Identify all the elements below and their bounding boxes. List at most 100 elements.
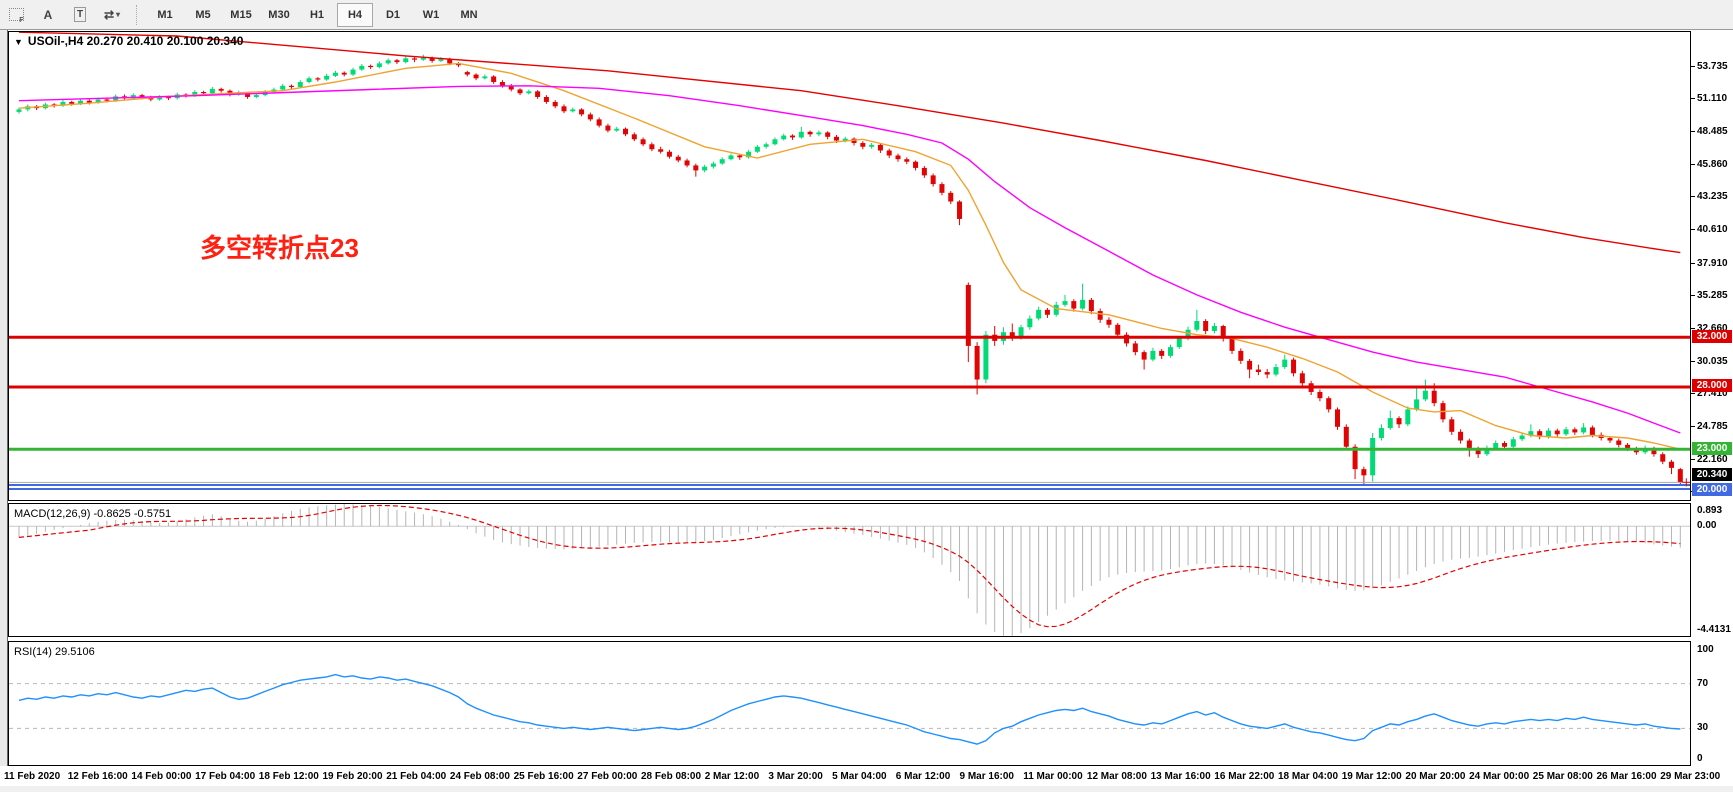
time-axis-label: 18 Mar 04:00: [1278, 771, 1339, 782]
macd-tick-label: 0.00: [1697, 520, 1717, 532]
time-axis-label: 24 Feb 08:00: [449, 771, 510, 782]
time-axis-label: 9 Mar 16:00: [959, 771, 1014, 782]
arrows-tool-button[interactable]: ⇄ ▾: [98, 3, 126, 27]
timeframe-button-m1[interactable]: M1: [157, 8, 173, 21]
price-tick-mark: [1691, 131, 1695, 132]
ohlc-low: 20.100: [166, 34, 204, 48]
time-axis-label: 11 Feb 2020: [4, 771, 61, 782]
text-label-icon: A: [43, 7, 53, 22]
toolbar-separator: [136, 4, 142, 25]
window-bottom-edge: [0, 786, 1733, 792]
grid-f-tool-button[interactable]: F: [2, 3, 30, 27]
chart-dropdown-icon[interactable]: ▼: [14, 37, 23, 47]
chevron-down-icon: ▾: [116, 10, 121, 19]
time-axis-label: 6 Mar 12:00: [895, 771, 951, 782]
time-axis-label: 12 Mar 08:00: [1086, 771, 1147, 782]
rsi-tick-label: 0: [1697, 753, 1703, 764]
macd-canvas[interactable]: [9, 504, 1690, 636]
price-tick-mark: [1691, 425, 1695, 427]
time-axis-label: 14 Feb 00:00: [131, 771, 192, 782]
time-axis-label: 2 Mar 12:00: [704, 771, 760, 782]
price-tick-mark: [1691, 229, 1695, 231]
macd-tick-label: 0.893: [1697, 505, 1723, 516]
price-tick-mark: [1691, 360, 1695, 362]
price-tick-label: 53.735: [1697, 60, 1728, 72]
textbox-icon: T: [73, 7, 87, 22]
time-axis-label: 16 Mar 22:00: [1214, 771, 1275, 782]
timeframe-button-mn[interactable]: MN: [460, 8, 478, 21]
rsi-canvas[interactable]: [9, 642, 1690, 765]
symbol-timeframe: USOil-,H4: [27, 34, 84, 48]
price-axis[interactable]: 53.735 51.110 48.485 45.860 43.235 40.610 37.9…: [1691, 30, 1733, 766]
time-axis-label: 5 Mar 04:00: [832, 771, 887, 782]
price-tick-label: 35.285: [1697, 290, 1728, 302]
time-axis-label: 3 Mar 20:00: [768, 771, 823, 782]
ohlc-close: 20.340: [206, 34, 244, 48]
rsi-tick-label: 100: [1697, 644, 1714, 655]
price-tick-label: 48.485: [1697, 126, 1728, 137]
macd-name: MACD(12,26,9): [14, 508, 91, 520]
price-tick-label: 24.785: [1697, 420, 1728, 432]
time-axis-label: 17 Feb 04:00: [195, 771, 256, 782]
price-tick-label: 30.035: [1697, 355, 1728, 367]
price-tick-mark: [1691, 458, 1695, 460]
chart-region: ▼ USOil-,H4 20.270 20.410 20.100 20.340 多…: [0, 30, 1733, 792]
timeframe-button-h1[interactable]: H1: [309, 8, 325, 21]
price-tick-mark: [1691, 327, 1695, 329]
price-tick-label: 27.410: [1697, 388, 1728, 400]
time-axis-label: 24 Mar 00:00: [1469, 771, 1530, 782]
price-line-badge: 32.000: [1692, 329, 1732, 343]
time-axis-label: 28 Feb 08:00: [641, 771, 702, 782]
rsi-tick-label: 30: [1697, 722, 1709, 734]
rsi-name: RSI(14): [14, 646, 52, 658]
timeframe-button-group: M1 M5 M15 M30 H1 H4 D1 W1 MN: [146, 2, 488, 27]
macd-label: MACD(12,26,9) -0.8625 -0.5751: [14, 508, 171, 520]
textbox-tool-button[interactable]: T: [66, 3, 94, 27]
label-tool-button[interactable]: A: [34, 3, 62, 27]
chart-text-annotation: 多空转折点23: [200, 233, 359, 263]
time-axis-label: 21 Feb 04:00: [386, 771, 447, 782]
macd-tick-label: -4.4131: [1697, 624, 1731, 635]
price-line-badge: 23.000: [1692, 441, 1732, 455]
macd-main-value: -0.8625: [93, 508, 131, 520]
rsi-tick-label: 70: [1697, 677, 1709, 689]
time-axis-label: 20 Mar 20:00: [1405, 771, 1466, 782]
price-line-badge: 28.000: [1692, 379, 1732, 393]
price-tick-label: 22.160: [1697, 453, 1728, 465]
price-tick-label: 37.910: [1697, 257, 1728, 269]
rsi-value: 29.5106: [54, 646, 95, 658]
price-tick-label: 40.610: [1697, 224, 1728, 236]
time-axis-label: 18 Feb 12:00: [258, 771, 319, 782]
timeframe-button-w1[interactable]: W1: [422, 8, 440, 21]
timeframe-button-m30[interactable]: M30: [268, 8, 290, 21]
arrows-icon: ⇄: [103, 7, 115, 22]
rsi-label: RSI(14) 29.5106: [14, 646, 95, 658]
timeframe-button-d1[interactable]: D1: [385, 8, 401, 21]
window-left-edge: [0, 30, 8, 792]
main-chart-canvas[interactable]: [9, 32, 1690, 500]
chart-symbol-title[interactable]: ▼ USOil-,H4 20.270 20.410 20.100 20.340: [14, 34, 243, 48]
ohlc-open: 20.270: [86, 34, 124, 48]
time-axis-label: 13 Mar 16:00: [1150, 771, 1211, 782]
grid-f-icon: F: [8, 8, 24, 24]
price-tick-mark: [1691, 163, 1695, 165]
main-chart-pane[interactable]: [8, 31, 1691, 501]
price-tick-mark: [1691, 295, 1695, 297]
time-axis-label: 25 Feb 16:00: [513, 771, 574, 782]
time-axis-label: 19 Feb 20:00: [322, 771, 383, 782]
price-tick-mark: [1691, 98, 1695, 100]
price-tick-label: 51.110: [1697, 93, 1728, 105]
time-axis-label: 11 Mar 00:00: [1023, 771, 1083, 782]
price-tick-label: 32.660: [1697, 322, 1728, 334]
price-tick-mark: [1691, 262, 1695, 264]
timeframe-button-m5[interactable]: M5: [195, 8, 211, 21]
rsi-indicator-pane[interactable]: [8, 641, 1691, 766]
timeframe-button-m15[interactable]: M15: [230, 8, 252, 21]
ohlc-high: 20.410: [126, 34, 164, 48]
macd-indicator-pane[interactable]: [8, 503, 1691, 637]
macd-signal-value: -0.5751: [133, 508, 172, 520]
price-line-badge: 20.340: [1692, 467, 1732, 481]
timeframe-button-h4[interactable]: H4: [337, 2, 373, 27]
time-axis-label: 29 Mar 23:00: [1660, 771, 1721, 782]
time-axis-label: 25 Mar 08:00: [1532, 771, 1593, 782]
